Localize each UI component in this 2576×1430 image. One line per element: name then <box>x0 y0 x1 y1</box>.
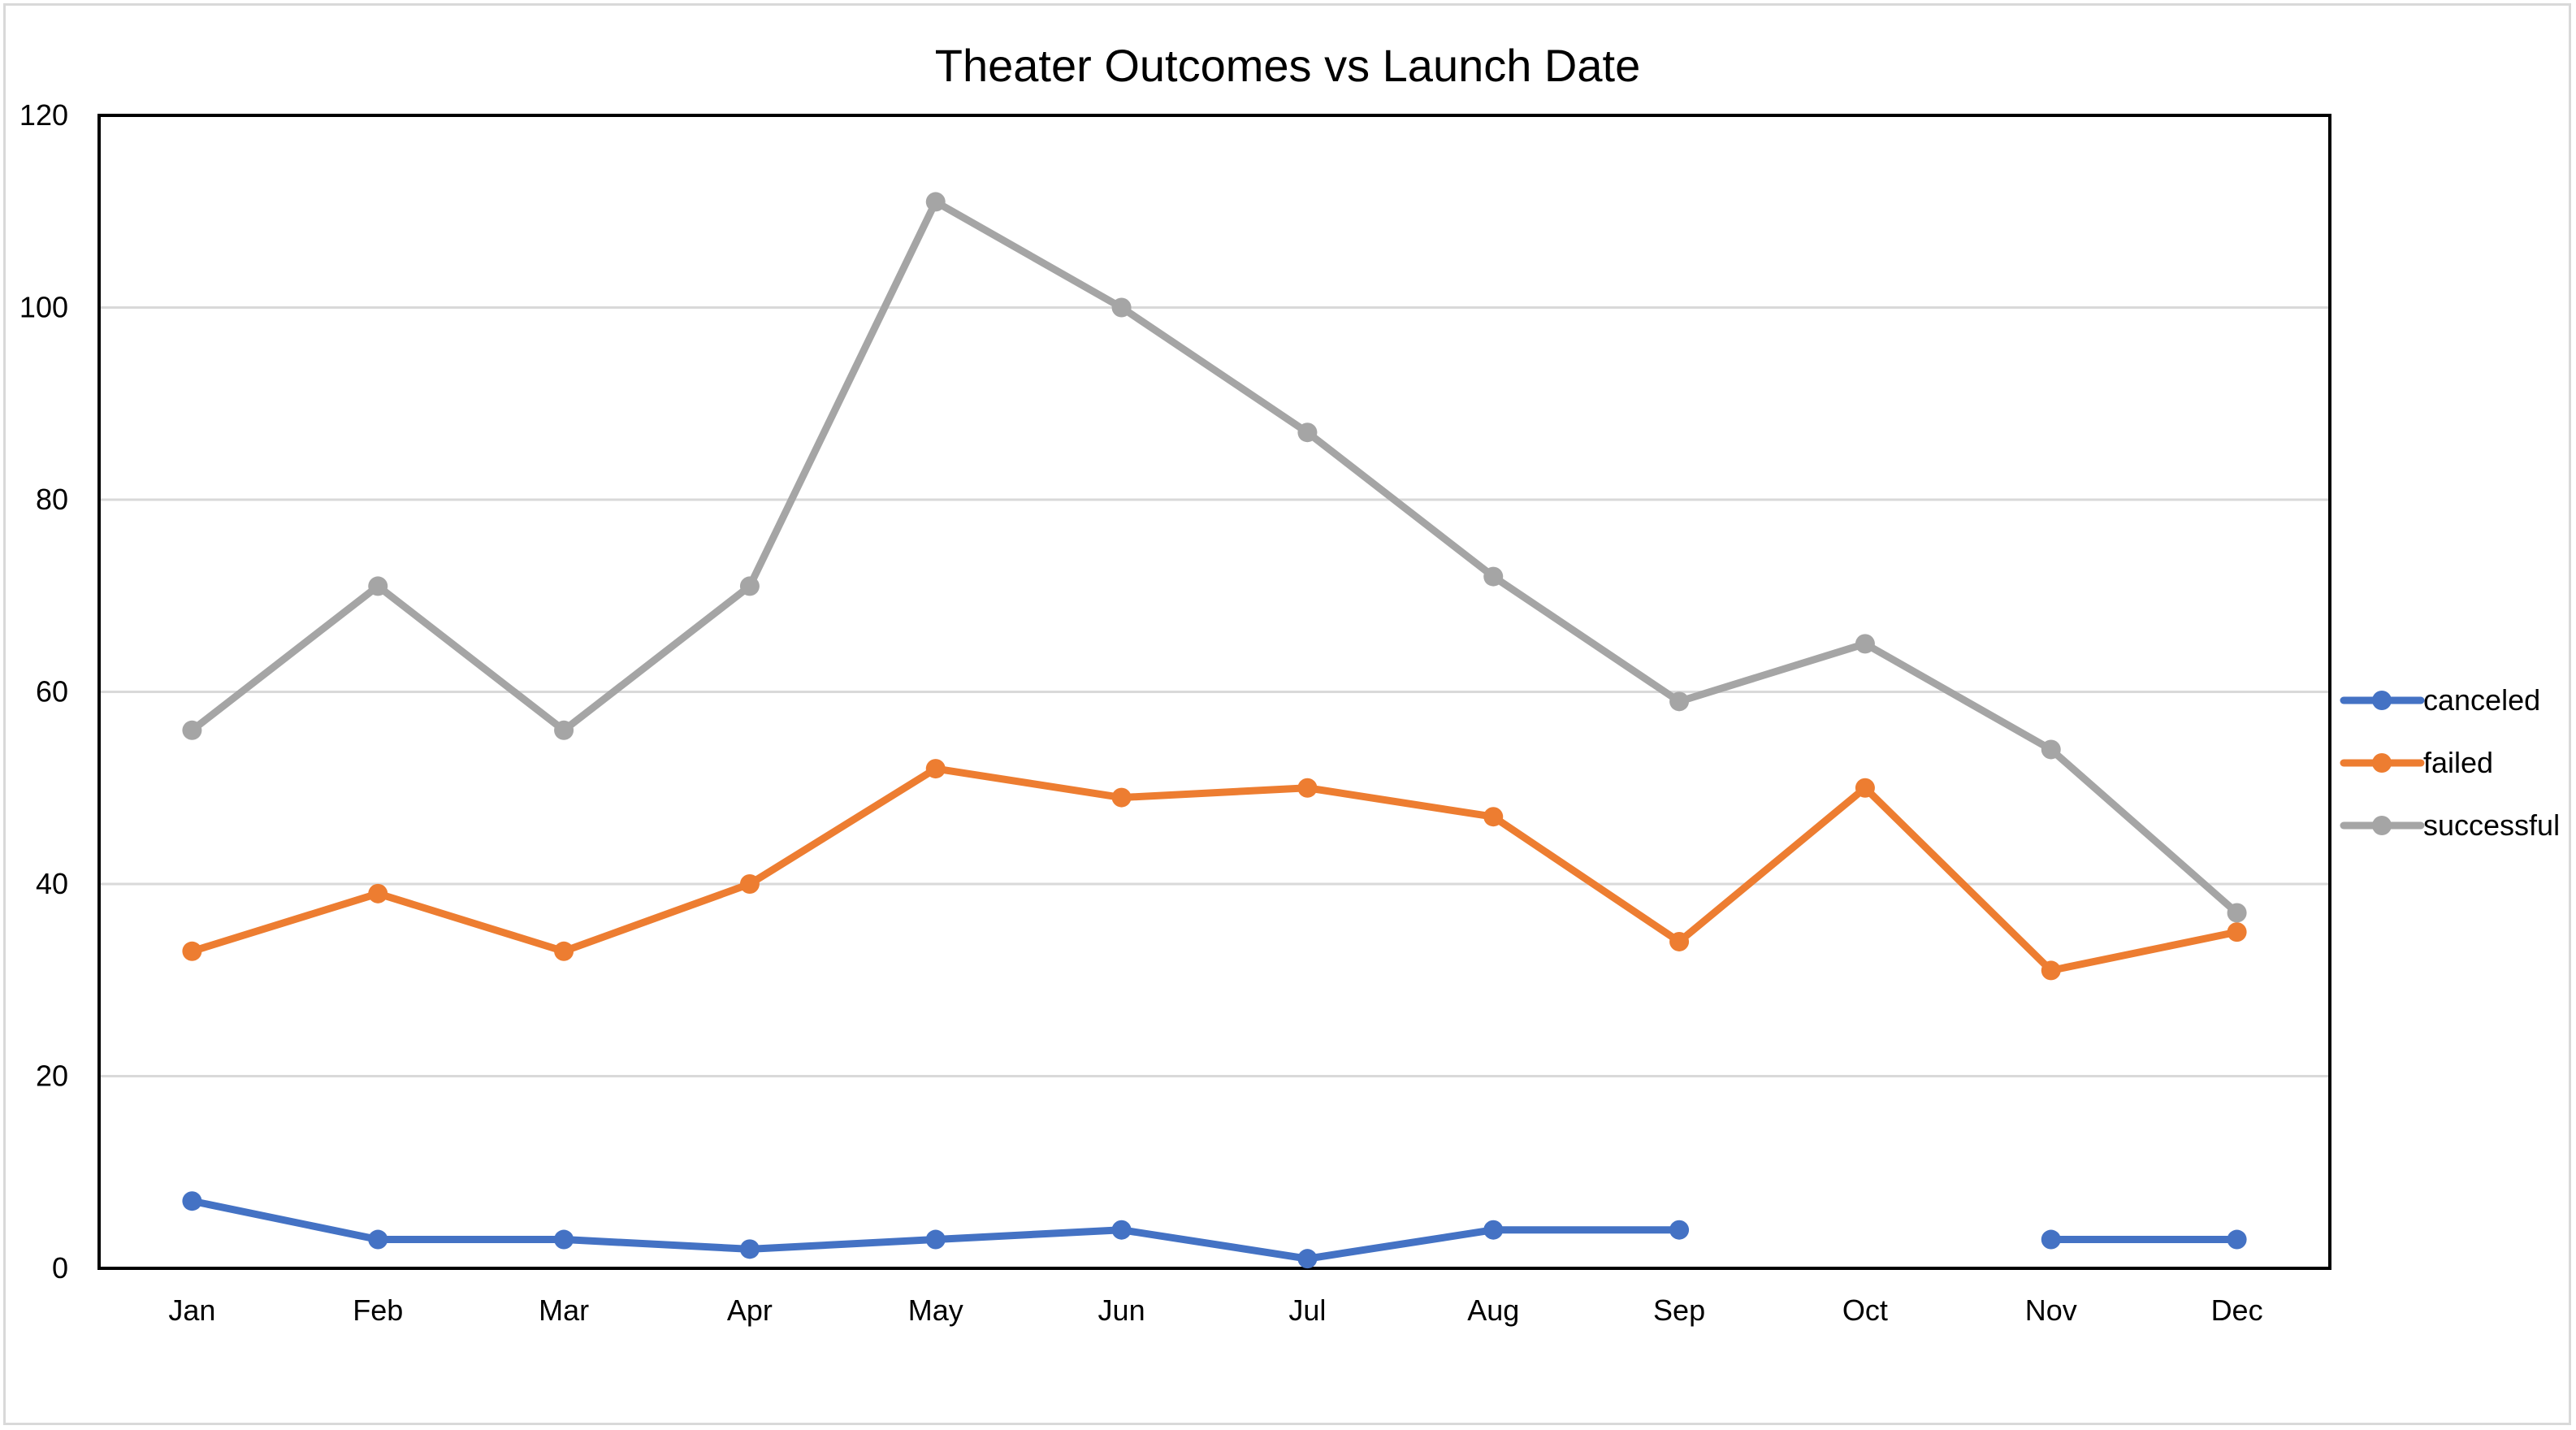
series-successful <box>182 192 2247 923</box>
y-tick-label: 80 <box>36 483 68 516</box>
data-point <box>1297 1249 1318 1269</box>
legend: canceled failed successful <box>2340 683 2560 842</box>
legend-label: canceled <box>2423 683 2540 717</box>
legend-item-failed: failed <box>2340 746 2493 779</box>
data-point <box>182 941 202 961</box>
series-line <box>188 197 2241 916</box>
data-point <box>554 1229 574 1250</box>
data-point <box>1111 787 1132 808</box>
data-point <box>1855 634 1875 654</box>
data-point <box>182 720 202 740</box>
chart-frame <box>3 3 2571 1425</box>
data-point <box>1297 778 1318 798</box>
legend-label: successful <box>2423 808 2560 842</box>
data-point <box>1483 1220 1504 1240</box>
legend-marker <box>2372 816 2392 835</box>
data-point <box>739 1239 760 1259</box>
legend-label: failed <box>2423 746 2493 779</box>
data-point <box>1111 297 1132 318</box>
plot-area-border <box>97 114 2331 1270</box>
data-point <box>925 192 946 212</box>
data-point <box>2041 1229 2061 1250</box>
x-tick-label: Sep <box>1653 1294 1705 1327</box>
y-tick-label: 40 <box>36 867 68 900</box>
data-point <box>1669 931 1690 951</box>
data-point <box>1669 1220 1690 1240</box>
x-tick-label: Jun <box>1098 1294 1145 1327</box>
legend-marker <box>2372 753 2392 773</box>
x-tick-label: Mar <box>539 1294 589 1327</box>
data-point <box>1483 807 1504 827</box>
series-canceled <box>182 1191 2247 1269</box>
y-tick-label: 20 <box>36 1060 68 1093</box>
data-point <box>1483 566 1504 587</box>
data-point <box>554 720 574 740</box>
data-point <box>554 941 574 961</box>
series-line <box>188 765 2241 974</box>
data-point <box>1855 778 1875 798</box>
x-tick-label: Feb <box>353 1294 403 1327</box>
x-tick-label: May <box>908 1294 963 1327</box>
data-point <box>2227 903 2247 923</box>
data-point <box>368 883 388 904</box>
x-tick-label: Dec <box>2211 1294 2263 1327</box>
chart-title: Theater Outcomes vs Launch Date <box>935 40 1640 91</box>
x-tick-label: Oct <box>1842 1294 1888 1327</box>
y-tick-label: 100 <box>19 291 68 324</box>
y-tick-label: 0 <box>52 1251 68 1285</box>
data-point <box>925 1229 946 1250</box>
x-tick-label: Jan <box>168 1294 215 1327</box>
data-point <box>368 576 388 596</box>
legend-item-canceled: canceled <box>2340 683 2540 717</box>
data-point <box>1669 691 1690 712</box>
gridlines <box>99 306 2330 1077</box>
data-point <box>2227 1229 2247 1250</box>
x-axis-ticks: Jan Feb Mar Apr May Jun Jul Aug Sep Oct Nov Dec <box>168 1294 2262 1327</box>
data-point <box>2227 922 2247 942</box>
legend-item-successful: successful <box>2340 808 2560 842</box>
series-layer <box>182 192 2247 1269</box>
series-failed <box>182 759 2247 981</box>
x-tick-label: Nov <box>2025 1294 2077 1327</box>
y-tick-label: 120 <box>19 98 68 132</box>
y-axis-ticks: 0 20 40 60 80 100 120 <box>19 98 68 1285</box>
data-point <box>1111 1220 1132 1240</box>
legend-marker <box>2372 691 2392 710</box>
data-point <box>739 874 760 894</box>
x-tick-label: Aug <box>1467 1294 1519 1327</box>
data-point <box>739 576 760 596</box>
data-point <box>2041 960 2061 981</box>
data-point <box>1297 422 1318 443</box>
data-point <box>925 759 946 779</box>
data-point <box>2041 739 2061 760</box>
x-tick-label: Apr <box>727 1294 773 1327</box>
y-tick-label: 60 <box>36 675 68 708</box>
data-point <box>182 1191 202 1211</box>
data-point <box>368 1229 388 1250</box>
x-tick-label: Jul <box>1288 1294 1326 1327</box>
